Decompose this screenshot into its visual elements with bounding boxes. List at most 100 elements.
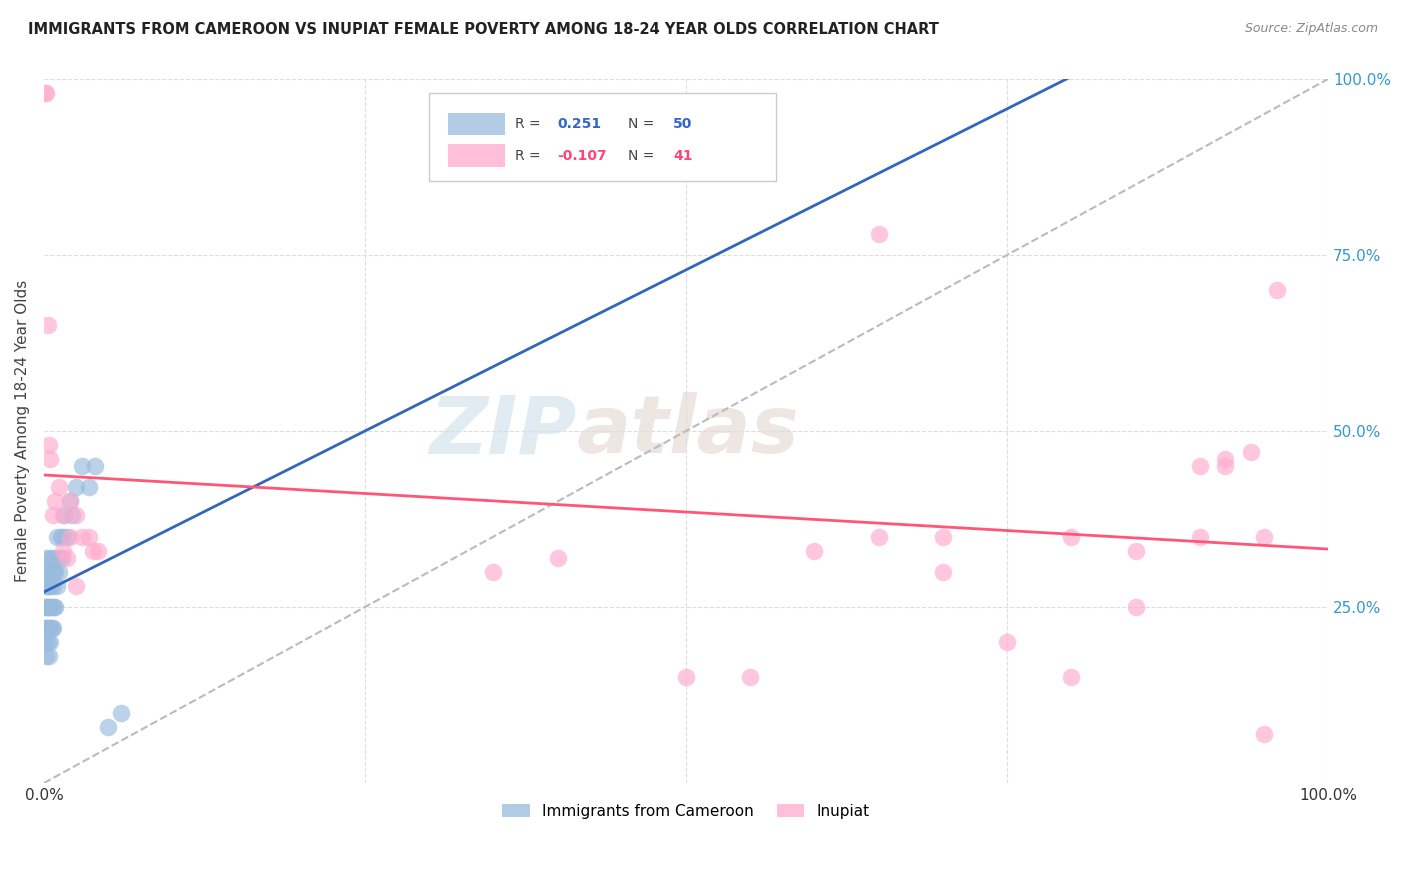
Point [56,530,79,544]
Point [39,452,62,467]
Point [45,579,67,593]
Point [868,530,890,544]
Point [48,480,70,494]
Point [38,621,60,635]
Point [1188,459,1211,474]
Text: ZIP: ZIP [429,392,576,470]
Point [932,530,955,544]
Point [1188,530,1211,544]
FancyBboxPatch shape [429,93,776,181]
Point [37,621,59,635]
Text: 41: 41 [673,149,693,162]
Point [49,530,72,544]
Point [35,565,58,579]
Point [1215,452,1237,467]
Point [38,600,60,615]
Point [740,670,762,684]
Point [1253,530,1275,544]
Point [45,530,67,544]
Point [52,530,75,544]
Point [1060,670,1083,684]
Point [58,494,80,508]
Point [52,543,75,558]
Point [1125,543,1147,558]
Point [65,480,87,494]
Text: N =: N = [628,117,659,131]
Text: -0.107: -0.107 [558,149,607,162]
Point [77,480,100,494]
Point [44,494,66,508]
FancyBboxPatch shape [449,145,505,167]
Point [87,543,110,558]
Point [84,459,107,474]
Point [482,565,505,579]
Point [35,550,58,565]
Point [82,543,104,558]
Point [39,635,62,649]
Point [1240,445,1263,459]
Point [34,600,56,615]
Point [58,530,80,544]
Point [58,494,80,508]
Point [44,565,66,579]
Point [37,600,59,615]
Point [1215,459,1237,474]
Point [65,579,87,593]
Point [44,600,66,615]
Point [37,579,59,593]
Point [44,600,66,615]
Point [35,600,58,615]
Point [42,579,65,593]
Point [42,508,65,523]
Point [41,565,63,579]
Point [39,621,62,635]
Point [995,635,1018,649]
Point [52,508,75,523]
Point [41,600,63,615]
Point [48,565,70,579]
Point [1265,283,1288,297]
Point [37,635,59,649]
Point [56,550,79,565]
Point [868,227,890,241]
Point [35,649,58,664]
Point [34,579,56,593]
Text: 0.251: 0.251 [558,117,602,131]
Point [42,621,65,635]
Point [932,565,955,579]
Point [39,600,62,615]
Point [37,565,59,579]
Text: N =: N = [628,149,659,162]
Point [35,86,58,100]
Point [72,530,94,544]
Point [72,459,94,474]
Legend: Immigrants from Cameroon, Inupiat: Immigrants from Cameroon, Inupiat [496,797,876,825]
Point [37,318,59,333]
Point [51,550,73,565]
Point [65,508,87,523]
Point [803,543,825,558]
Point [110,706,132,720]
Point [60,508,83,523]
Text: R =: R = [515,149,546,162]
Point [38,649,60,664]
Point [53,508,76,523]
Y-axis label: Female Poverty Among 18-24 Year Olds: Female Poverty Among 18-24 Year Olds [15,280,30,582]
Text: R =: R = [515,117,546,131]
FancyBboxPatch shape [449,112,505,136]
Point [38,579,60,593]
Point [39,579,62,593]
Point [34,86,56,100]
Text: 50: 50 [673,117,693,131]
Point [42,550,65,565]
Point [77,530,100,544]
Point [34,621,56,635]
Point [35,621,58,635]
Text: IMMIGRANTS FROM CAMEROON VS INUPIAT FEMALE POVERTY AMONG 18-24 YEAR OLDS CORRELA: IMMIGRANTS FROM CAMEROON VS INUPIAT FEMA… [28,22,939,37]
Point [675,670,697,684]
Text: atlas: atlas [576,392,800,470]
Point [1125,600,1147,615]
Point [547,550,569,565]
Text: Source: ZipAtlas.com: Source: ZipAtlas.com [1244,22,1378,36]
Point [44,565,66,579]
